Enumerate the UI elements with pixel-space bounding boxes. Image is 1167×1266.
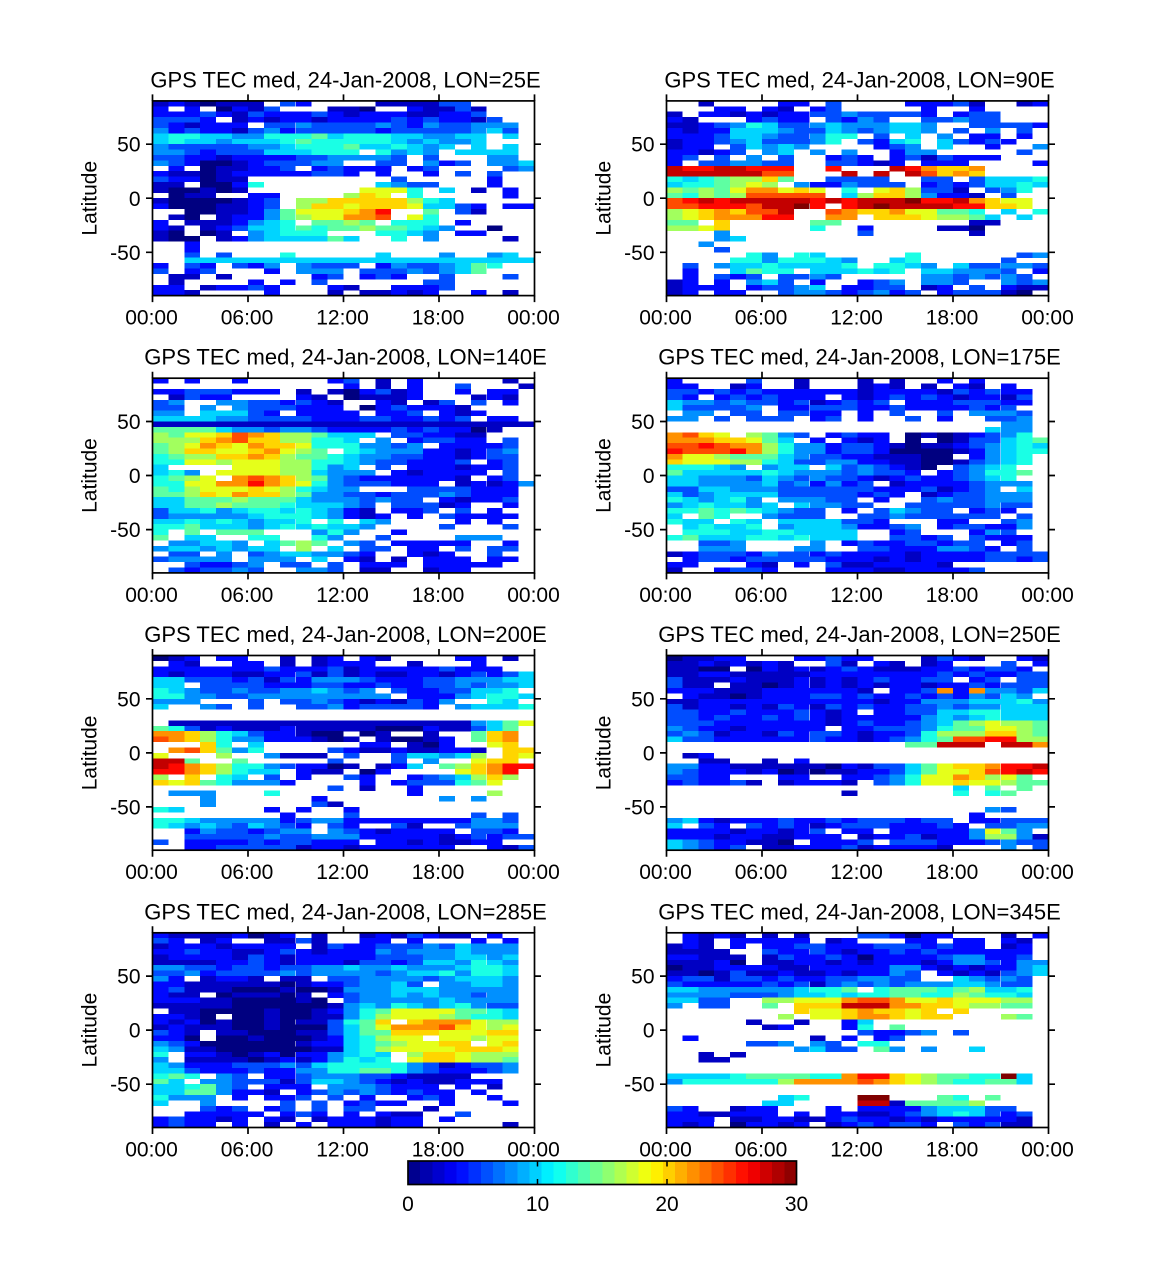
svg-text:00:00: 00:00 [125, 307, 178, 330]
svg-text:GPS TEC med, 24-Jan-2008, LON=: GPS TEC med, 24-Jan-2008, LON=140E [144, 345, 547, 370]
svg-text:18:00: 18:00 [926, 1139, 979, 1162]
svg-text:GPS TEC med, 24-Jan-2008, LON=: GPS TEC med, 24-Jan-2008, LON=250E [658, 622, 1061, 647]
svg-text:18:00: 18:00 [412, 1139, 465, 1162]
svg-text:06:00: 06:00 [221, 307, 274, 330]
svg-text:00:00: 00:00 [507, 1139, 560, 1162]
svg-text:18:00: 18:00 [926, 584, 979, 607]
svg-text:12:00: 12:00 [316, 1139, 369, 1162]
svg-text:06:00: 06:00 [221, 861, 274, 884]
svg-text:10: 10 [526, 1193, 549, 1216]
svg-text:-50: -50 [110, 796, 140, 819]
svg-text:12:00: 12:00 [316, 861, 369, 884]
svg-text:Latitude: Latitude [593, 993, 616, 1068]
svg-text:50: 50 [117, 688, 140, 711]
svg-text:GPS TEC med, 24-Jan-2008, LON=: GPS TEC med, 24-Jan-2008, LON=345E [658, 899, 1061, 924]
svg-text:Latitude: Latitude [79, 716, 102, 791]
svg-text:0: 0 [129, 188, 141, 211]
svg-text:50: 50 [631, 411, 654, 434]
svg-text:Latitude: Latitude [593, 161, 616, 236]
svg-text:-50: -50 [110, 1074, 140, 1097]
svg-text:GPS TEC med, 24-Jan-2008, LON=: GPS TEC med, 24-Jan-2008, LON=90E [664, 67, 1054, 92]
svg-text:50: 50 [117, 966, 140, 989]
svg-text:12:00: 12:00 [830, 1139, 883, 1162]
svg-text:Latitude: Latitude [79, 993, 102, 1068]
svg-text:0: 0 [129, 465, 141, 488]
svg-text:0: 0 [643, 742, 655, 765]
svg-text:18:00: 18:00 [926, 307, 979, 330]
svg-text:00:00: 00:00 [1021, 861, 1074, 884]
svg-text:00:00: 00:00 [125, 584, 178, 607]
svg-text:0: 0 [643, 188, 655, 211]
svg-text:Latitude: Latitude [593, 438, 616, 513]
svg-text:12:00: 12:00 [316, 584, 369, 607]
svg-text:50: 50 [117, 134, 140, 157]
svg-text:20: 20 [655, 1193, 678, 1216]
svg-text:Latitude: Latitude [79, 438, 102, 513]
svg-text:0: 0 [129, 1020, 141, 1043]
svg-text:00:00: 00:00 [507, 861, 560, 884]
svg-text:06:00: 06:00 [735, 307, 788, 330]
svg-text:00:00: 00:00 [1021, 307, 1074, 330]
svg-text:-50: -50 [624, 796, 654, 819]
svg-text:-50: -50 [624, 1074, 654, 1097]
svg-text:-50: -50 [624, 242, 654, 265]
svg-text:06:00: 06:00 [735, 584, 788, 607]
svg-text:GPS TEC med, 24-Jan-2008, LON=: GPS TEC med, 24-Jan-2008, LON=200E [144, 622, 547, 647]
svg-text:00:00: 00:00 [1021, 584, 1074, 607]
svg-text:0: 0 [129, 742, 141, 765]
svg-text:0: 0 [643, 1020, 655, 1043]
svg-text:00:00: 00:00 [125, 861, 178, 884]
svg-text:06:00: 06:00 [221, 1139, 274, 1162]
svg-text:50: 50 [631, 688, 654, 711]
svg-text:GPS TEC med, 24-Jan-2008, LON=: GPS TEC med, 24-Jan-2008, LON=25E [150, 67, 540, 92]
svg-text:-50: -50 [110, 242, 140, 265]
svg-text:-50: -50 [110, 519, 140, 542]
svg-text:18:00: 18:00 [926, 861, 979, 884]
svg-text:18:00: 18:00 [412, 584, 465, 607]
svg-text:06:00: 06:00 [221, 584, 274, 607]
svg-text:00:00: 00:00 [125, 1139, 178, 1162]
svg-text:0: 0 [643, 465, 655, 488]
svg-text:12:00: 12:00 [316, 307, 369, 330]
svg-text:50: 50 [117, 411, 140, 434]
svg-text:GPS TEC med, 24-Jan-2008, LON=: GPS TEC med, 24-Jan-2008, LON=285E [144, 899, 547, 924]
svg-text:18:00: 18:00 [412, 861, 465, 884]
svg-text:00:00: 00:00 [639, 861, 692, 884]
svg-text:50: 50 [631, 134, 654, 157]
svg-text:18:00: 18:00 [412, 307, 465, 330]
svg-text:00:00: 00:00 [639, 1139, 692, 1162]
svg-text:-50: -50 [624, 519, 654, 542]
svg-text:12:00: 12:00 [830, 584, 883, 607]
svg-text:30: 30 [785, 1193, 808, 1216]
svg-text:50: 50 [631, 966, 654, 989]
svg-text:00:00: 00:00 [507, 307, 560, 330]
svg-text:GPS TEC med, 24-Jan-2008, LON=: GPS TEC med, 24-Jan-2008, LON=175E [658, 345, 1061, 370]
svg-text:12:00: 12:00 [830, 861, 883, 884]
svg-text:00:00: 00:00 [639, 584, 692, 607]
svg-text:Latitude: Latitude [593, 716, 616, 791]
svg-text:00:00: 00:00 [1021, 1139, 1074, 1162]
svg-text:00:00: 00:00 [507, 584, 560, 607]
svg-text:06:00: 06:00 [735, 861, 788, 884]
svg-text:Latitude: Latitude [79, 161, 102, 236]
svg-text:12:00: 12:00 [830, 307, 883, 330]
svg-text:00:00: 00:00 [639, 307, 692, 330]
svg-text:06:00: 06:00 [735, 1139, 788, 1162]
svg-text:0: 0 [402, 1193, 414, 1216]
